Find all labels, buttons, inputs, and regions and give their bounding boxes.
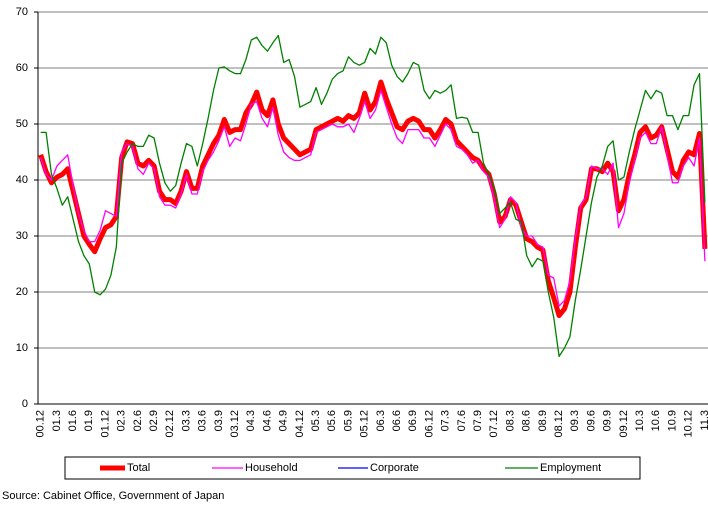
x-tick-label: 01.12 [99,410,111,438]
y-tick-label: 20 [16,286,28,298]
y-tick-label: 70 [16,6,28,18]
y-tick-label: 0 [22,398,28,410]
x-tick-label: 08.6 [521,410,533,431]
y-tick-label: 40 [16,174,28,186]
y-tick-label: 50 [16,118,28,130]
x-tick-label: 10.12 [683,410,695,438]
x-tick-label: 01.6 [67,410,79,431]
x-tick-label: 06.6 [391,410,403,431]
y-tick-label: 10 [16,342,28,354]
x-tick-label: 05.3 [310,410,322,431]
x-tick-label: 10.6 [650,410,662,431]
x-tick-label: 03.12 [229,410,241,438]
x-tick-label: 11.3 [699,410,708,431]
x-tick-label: 04.3 [245,410,257,431]
series-line [40,81,706,317]
legend-label: Corporate [370,462,419,474]
x-tick-label: 02.3 [116,410,128,431]
x-tick-label: 06.9 [407,410,419,431]
series-line [40,89,706,307]
x-tick-label: 02.12 [164,410,176,438]
legend-box [64,456,641,480]
x-tick-label: 05.9 [342,410,354,431]
x-tick-label: 07.9 [472,410,484,431]
x-tick-label: 10.3 [634,410,646,431]
x-tick-label: 09.6 [585,410,597,431]
x-tick-label: 05.6 [326,410,338,431]
x-tick-label: 02.9 [148,410,160,431]
x-tick-label: 09.12 [618,410,630,438]
x-tick-label: 09.9 [602,410,614,431]
x-tick-label: 09.3 [569,410,581,431]
x-tick-label: 01.9 [83,410,95,431]
x-tick-label: 07.3 [440,410,452,431]
series-line [40,34,706,358]
x-tick-label: 00.12 [35,410,47,438]
x-tick-label: 07.6 [456,410,468,431]
y-tick-label: 30 [16,230,28,242]
source-note: Source: Cabinet Office, Government of Ja… [2,490,224,502]
x-tick-label: 01.3 [51,410,63,431]
x-tick-label: 08.9 [537,410,549,431]
series-line [38,79,708,318]
y-tick-label: 60 [16,62,28,74]
x-tick-label: 04.9 [278,410,290,431]
x-tick-label: 03.6 [197,410,209,431]
legend-label: Household [245,462,298,474]
x-tick-label: 03.9 [213,410,225,431]
legend-label: Employment [540,462,601,474]
x-tick-label: 10.9 [666,410,678,431]
x-tick-label: 06.12 [423,410,435,438]
x-tick-label: 04.12 [294,410,306,438]
x-tick-label: 08.12 [553,410,565,438]
x-tick-label: 02.6 [132,410,144,431]
x-tick-label: 05.12 [359,410,371,438]
legend-label: Total [127,462,150,474]
x-tick-label: 04.6 [261,410,273,431]
x-tick-label: 06.3 [375,410,387,431]
x-tick-label: 07.12 [488,410,500,438]
x-tick-label: 03.3 [180,410,192,431]
x-tick-label: 08.3 [504,410,516,431]
